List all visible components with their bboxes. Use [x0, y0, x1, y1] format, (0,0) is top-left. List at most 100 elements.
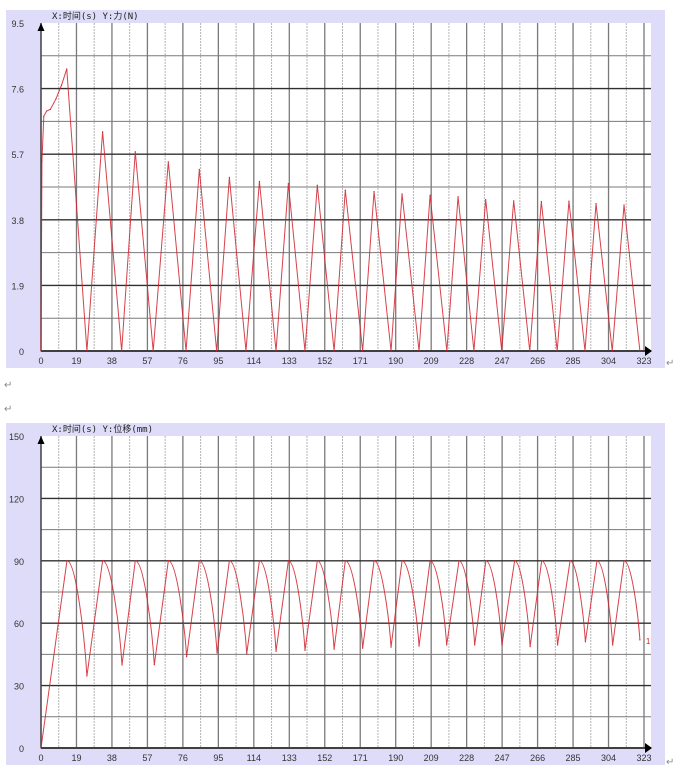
data-point: [333, 648, 335, 650]
series-end-label: 1: [646, 637, 651, 646]
data-point: [40, 350, 42, 352]
data-point: [514, 560, 516, 562]
x-tick-label: 304: [601, 356, 616, 366]
data-point: [40, 747, 42, 749]
x-tick-label: 228: [459, 356, 474, 366]
data-point: [198, 168, 200, 170]
data-point: [429, 194, 431, 196]
x-tick-label: 190: [388, 753, 403, 763]
data-point: [55, 98, 57, 100]
data-point: [41, 160, 43, 162]
chart-title: X:时间(s) Y:位移(mm): [52, 423, 153, 435]
data-point: [152, 350, 154, 352]
x-tick-label: 209: [424, 753, 439, 763]
data-point: [540, 200, 542, 203]
x-tick-label: 95: [213, 356, 223, 366]
x-tick-label: 323: [636, 753, 651, 763]
data-point: [373, 560, 375, 562]
data-point: [596, 560, 598, 562]
x-tick-label: 0: [38, 356, 43, 366]
x-tick-label: 95: [213, 753, 223, 763]
y-tick-label: 7.6: [11, 85, 24, 95]
x-tick-label: 152: [317, 356, 332, 366]
x-tick-label: 247: [495, 356, 510, 366]
data-point: [639, 350, 641, 352]
x-tick-label: 19: [71, 753, 81, 763]
data-point: [134, 560, 136, 562]
x-tick-label: 323: [636, 356, 651, 366]
data-point: [623, 560, 625, 562]
data-point: [458, 560, 460, 562]
data-point: [529, 646, 531, 648]
x-tick-label: 304: [601, 753, 616, 763]
y-axis-arrow-icon: [37, 436, 45, 444]
data-point: [584, 350, 586, 352]
data-point: [167, 161, 169, 163]
data-point: [418, 350, 420, 352]
x-tick-label: 247: [495, 753, 510, 763]
data-point: [529, 350, 531, 352]
data-point: [246, 653, 248, 655]
y-tick-label: 150: [9, 432, 24, 442]
data-point: [373, 190, 375, 193]
x-tick-label: 209: [424, 356, 439, 366]
data-point: [60, 84, 63, 86]
x-tick-label: 133: [282, 753, 297, 763]
data-point: [569, 560, 571, 562]
data-point: [66, 68, 68, 70]
data-point: [66, 560, 68, 562]
data-point: [446, 644, 448, 646]
y-tick-label: 60: [14, 619, 24, 629]
y-tick-label: 3.8: [11, 216, 24, 226]
data-point: [556, 644, 559, 646]
data-point: [304, 649, 306, 651]
data-point: [639, 639, 641, 641]
paragraph-mark: ↵: [666, 358, 675, 369]
data-point: [595, 202, 597, 205]
data-point: [185, 350, 187, 352]
x-tick-label: 285: [566, 753, 581, 763]
data-point: [167, 560, 169, 562]
data-point: [102, 131, 104, 133]
data-point: [584, 641, 586, 643]
data-point: [501, 350, 503, 352]
data-point: [623, 204, 625, 206]
data-point: [568, 200, 570, 202]
data-point: [418, 645, 420, 647]
x-tick-label: 171: [353, 753, 368, 763]
data-point: [153, 664, 155, 666]
chart-title: X:时间(s) Y:力(N): [52, 10, 139, 22]
y-tick-label: 0: [19, 744, 24, 754]
data-point: [344, 189, 346, 191]
data-point: [457, 196, 459, 198]
x-tick-label: 266: [530, 753, 545, 763]
data-point: [401, 560, 403, 562]
data-point: [304, 350, 306, 352]
data-point: [316, 560, 318, 562]
data-point: [46, 110, 48, 112]
data-point: [258, 560, 261, 562]
x-tick-label: 57: [142, 753, 152, 763]
data-point: [474, 644, 476, 646]
x-tick-label: 114: [247, 356, 261, 366]
x-axis-arrow-icon: [645, 346, 652, 356]
x-tick-label: 76: [178, 356, 188, 366]
y-tick-label: 1.9: [11, 281, 24, 291]
data-point: [43, 115, 45, 117]
x-tick-label: 57: [142, 356, 152, 366]
x-axis-arrow-icon: [645, 743, 652, 753]
data-point: [501, 644, 503, 646]
data-point: [612, 644, 614, 646]
x-tick-label: 171: [353, 356, 368, 366]
data-point: [287, 182, 289, 185]
y-tick-label: 30: [14, 682, 24, 692]
y-tick-label: 90: [14, 557, 24, 567]
data-point: [275, 350, 277, 352]
data-point: [121, 664, 123, 666]
paragraph-mark: ↵: [4, 380, 13, 391]
data-point: [390, 646, 392, 648]
data-point: [390, 350, 392, 352]
data-point: [333, 350, 335, 352]
x-tick-label: 152: [317, 753, 332, 763]
x-tick-label: 285: [566, 356, 581, 366]
